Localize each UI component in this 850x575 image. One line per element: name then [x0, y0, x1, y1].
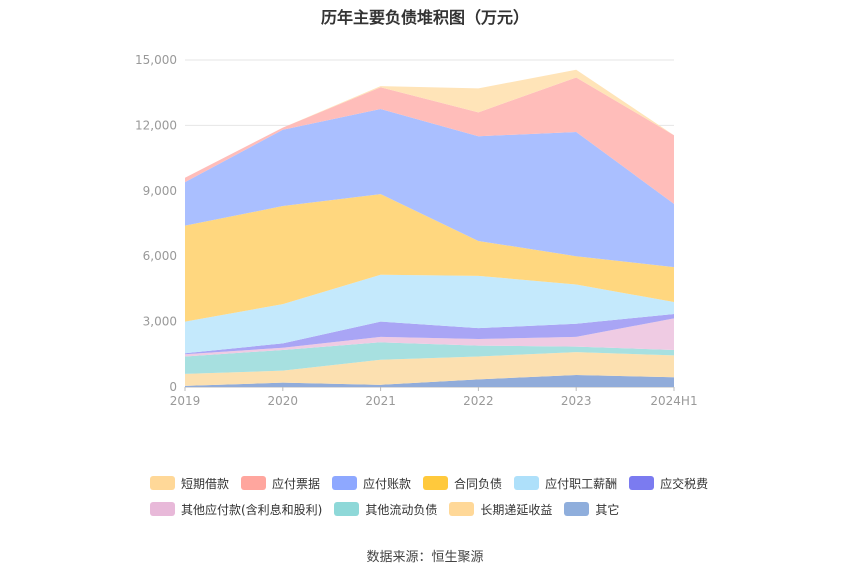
legend-label: 应交税费 [660, 476, 709, 491]
legend-label: 合同负债 [454, 476, 503, 491]
legend-swatch [150, 476, 175, 490]
x-tick-label: 2019 [170, 394, 201, 408]
y-tick-label: 6,000 [143, 249, 177, 263]
y-tick-label: 15,000 [135, 53, 177, 67]
x-tick-label: 2022 [463, 394, 494, 408]
legend-label: 其他应付款(含利息和股利) [181, 502, 323, 517]
y-tick-label: 0 [169, 380, 177, 394]
legend-item[interactable]: 应付职工薪酬 [514, 475, 617, 492]
data-source: 数据来源：恒生聚源 [366, 550, 484, 565]
legend-item[interactable]: 其他流动负债 [334, 501, 437, 518]
legend-label: 长期递延收益 [480, 502, 553, 517]
area-series-4 [185, 313, 674, 355]
y-tick-label: 9,000 [143, 184, 177, 198]
x-tick-label: 2020 [268, 394, 299, 408]
x-tick-label: 2021 [365, 394, 396, 408]
legend-label: 应付账款 [363, 476, 412, 491]
legend-item[interactable]: 应付账款 [332, 475, 411, 492]
legend-swatch [241, 476, 267, 490]
legend-item[interactable]: 应付票据 [241, 475, 320, 492]
x-tick-label: 2024H1 [650, 394, 697, 408]
legend-swatch [449, 502, 475, 516]
legend-swatch [150, 502, 175, 516]
legend-swatch [423, 476, 449, 490]
area-series-8 [185, 77, 674, 204]
legend-item[interactable]: 短期借款 [150, 475, 229, 492]
x-tick-label: 2023 [561, 394, 592, 408]
legend-swatch [332, 476, 358, 490]
area-series-5 [185, 274, 674, 354]
chart-legend: 短期借款 应付票据 应付账款 合同负债 应付职工薪酬 应交税费 其他应付款(含利息和股利) 其… [150, 472, 710, 524]
legend-label: 其他流动负债 [365, 502, 438, 517]
area-series-0 [185, 375, 674, 387]
legend-label: 其它 [595, 502, 620, 517]
legend-label: 短期借款 [181, 476, 230, 491]
legend-row: 其他应付款(含利息和股利) 其他流动负债 长期递延收益 其它 [150, 498, 710, 520]
legend-swatch [564, 502, 590, 516]
legend-item[interactable]: 其它 [564, 501, 619, 518]
legend-item[interactable]: 合同负债 [423, 475, 502, 492]
area-series-1 [185, 352, 674, 386]
legend-item[interactable]: 长期递延收益 [449, 501, 552, 518]
legend-label: 应付票据 [272, 476, 321, 491]
legend-swatch [334, 502, 360, 516]
chart-title: 历年主要负债堆积图（万元） [320, 8, 529, 27]
area-series-3 [185, 318, 674, 357]
y-tick-label: 12,000 [135, 118, 177, 132]
area-series-9 [185, 69, 674, 178]
stacked-area-chart: 0 3,000 6,000 9,000 12,000 15,000 2019 2020 2021… [135, 53, 698, 408]
legend-item[interactable]: 其他应付款(含利息和股利) [150, 501, 322, 518]
legend-swatch [629, 476, 655, 490]
area-series-6 [185, 194, 674, 322]
area-series-2 [185, 342, 674, 374]
legend-label: 应付职工薪酬 [545, 476, 618, 491]
legend-item[interactable]: 应交税费 [629, 475, 708, 492]
legend-row: 短期借款 应付票据 应付账款 合同负债 应付职工薪酬 应交税费 [150, 472, 710, 494]
legend-swatch [514, 476, 540, 490]
y-tick-label: 3,000 [143, 315, 177, 329]
area-series-7 [185, 109, 674, 268]
